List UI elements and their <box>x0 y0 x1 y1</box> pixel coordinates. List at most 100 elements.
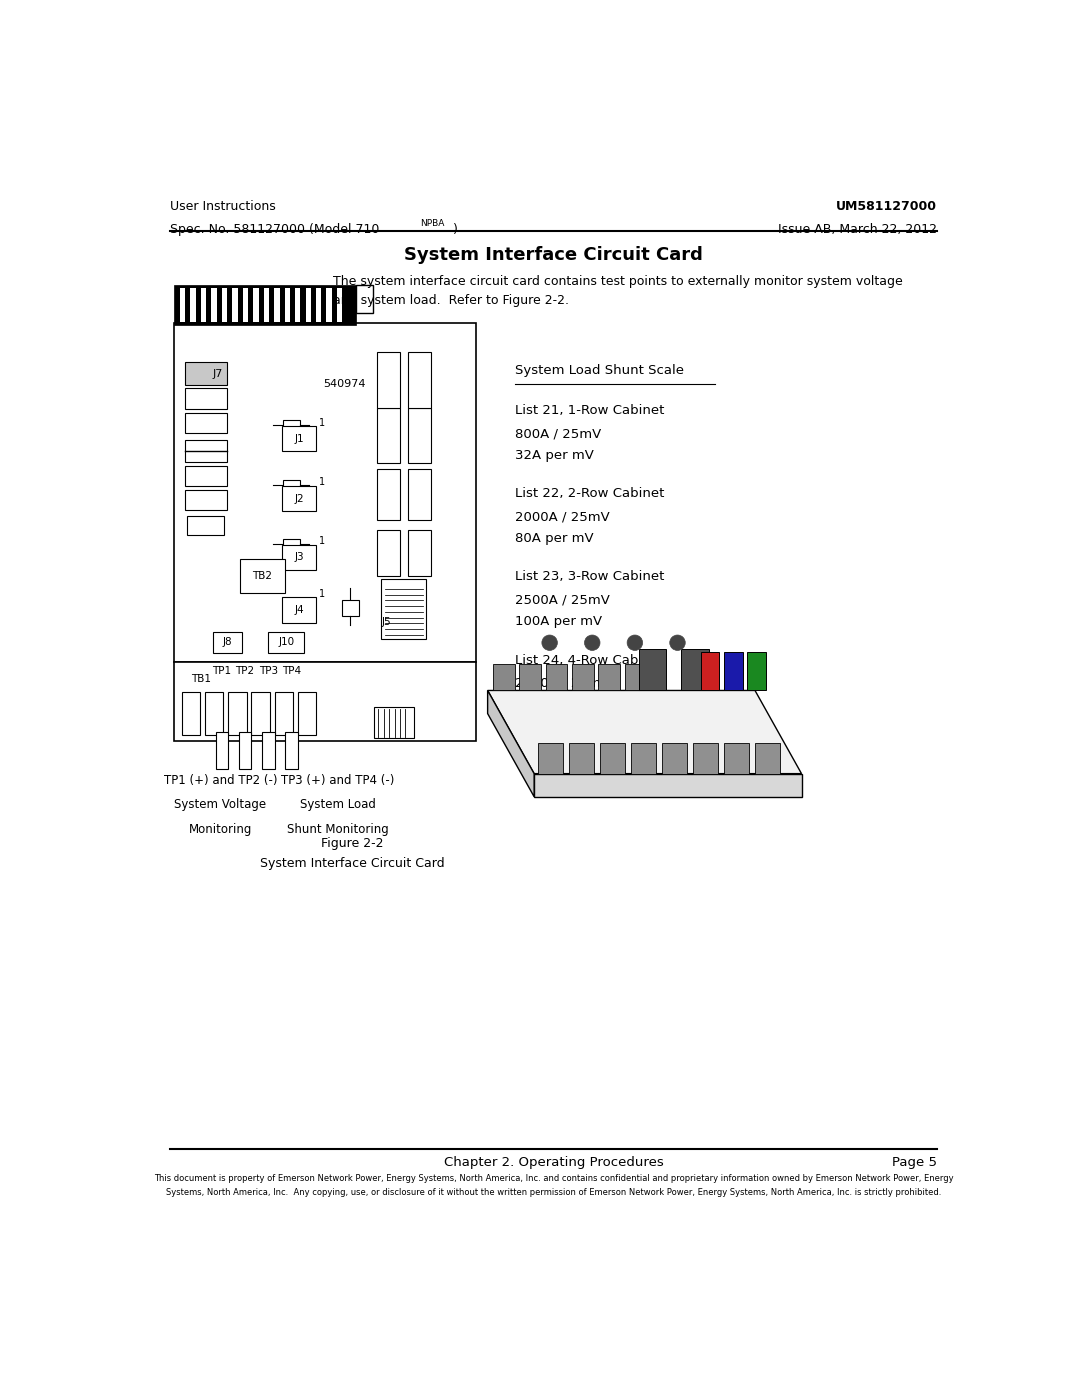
Bar <box>282 486 316 511</box>
Text: and system load.  Refer to Figure 2-2.: and system load. Refer to Figure 2-2. <box>333 293 569 307</box>
Text: TP3 (+) and TP4 (-): TP3 (+) and TP4 (-) <box>282 774 394 787</box>
Bar <box>180 288 186 321</box>
Bar <box>377 408 400 464</box>
Text: 100A per mV: 100A per mV <box>515 698 602 711</box>
Bar <box>174 662 476 742</box>
Circle shape <box>542 636 557 651</box>
Text: System Interface Circuit Card: System Interface Circuit Card <box>404 246 703 264</box>
Bar <box>374 707 414 738</box>
Text: J8: J8 <box>222 637 232 647</box>
Bar <box>185 467 227 486</box>
Text: NPBA: NPBA <box>420 219 445 228</box>
Polygon shape <box>494 665 515 690</box>
Text: TB2: TB2 <box>252 571 272 581</box>
Bar <box>284 288 291 321</box>
Polygon shape <box>488 690 535 796</box>
Bar <box>185 388 227 409</box>
Bar <box>337 288 342 321</box>
Text: TP1: TP1 <box>213 666 231 676</box>
Text: 32A per mV: 32A per mV <box>515 448 594 461</box>
Text: J7: J7 <box>213 369 222 380</box>
Polygon shape <box>681 648 708 690</box>
Bar <box>174 285 356 324</box>
Polygon shape <box>631 743 656 774</box>
Polygon shape <box>545 665 567 690</box>
Polygon shape <box>625 665 647 690</box>
Polygon shape <box>724 652 743 690</box>
Bar <box>185 412 227 433</box>
Text: Chapter 2. Operating Procedures: Chapter 2. Operating Procedures <box>444 1155 663 1168</box>
Text: 80A per mV: 80A per mV <box>515 532 593 545</box>
Polygon shape <box>693 743 718 774</box>
Text: 100A per mV: 100A per mV <box>515 615 602 629</box>
Text: User Instructions: User Instructions <box>170 200 275 212</box>
Circle shape <box>584 636 600 651</box>
Bar <box>377 469 400 520</box>
Text: List 24, 4-Row Cabinet: List 24, 4-Row Cabinet <box>515 654 664 666</box>
Circle shape <box>670 636 685 651</box>
Bar <box>252 692 270 735</box>
Bar <box>174 323 476 662</box>
Text: 2000A / 25mV: 2000A / 25mV <box>515 510 609 524</box>
Text: UM581127000: UM581127000 <box>836 200 937 212</box>
Bar <box>326 288 332 321</box>
Text: J2: J2 <box>295 493 305 504</box>
Circle shape <box>627 636 643 651</box>
Polygon shape <box>488 690 801 774</box>
Bar <box>205 692 224 735</box>
Text: TP2: TP2 <box>235 666 255 676</box>
Text: Monitoring: Monitoring <box>189 823 252 835</box>
Bar <box>213 631 242 652</box>
Bar <box>408 469 431 520</box>
Bar <box>185 362 227 384</box>
Bar <box>264 288 269 321</box>
Text: ): ) <box>453 224 458 236</box>
Bar <box>212 288 217 321</box>
Text: TP1 (+) and TP2 (-): TP1 (+) and TP2 (-) <box>163 774 276 787</box>
Text: 1: 1 <box>320 590 325 599</box>
Bar <box>377 529 400 576</box>
Bar <box>298 692 316 735</box>
Text: 800A / 25mV: 800A / 25mV <box>515 427 600 440</box>
Bar <box>243 288 248 321</box>
Text: Shunt Monitoring: Shunt Monitoring <box>287 823 389 835</box>
Bar <box>185 440 227 462</box>
Bar <box>221 288 227 321</box>
Bar <box>408 352 431 408</box>
Bar <box>240 559 284 592</box>
Text: 2500A / 25mV: 2500A / 25mV <box>515 594 609 606</box>
Polygon shape <box>662 743 687 774</box>
Bar <box>381 578 427 638</box>
Text: J5: J5 <box>381 617 391 627</box>
Text: System Voltage: System Voltage <box>174 798 267 812</box>
Text: List 22, 2-Row Cabinet: List 22, 2-Row Cabinet <box>515 488 664 500</box>
Polygon shape <box>519 665 541 690</box>
Text: List 21, 1-Row Cabinet: List 21, 1-Row Cabinet <box>515 404 664 418</box>
Bar <box>274 692 293 735</box>
Polygon shape <box>755 743 780 774</box>
Bar <box>232 288 238 321</box>
Bar <box>268 631 303 652</box>
Bar <box>216 732 228 768</box>
Bar <box>201 288 206 321</box>
Bar <box>274 288 280 321</box>
Bar <box>253 288 258 321</box>
Bar <box>185 490 227 510</box>
Bar <box>356 285 373 313</box>
Polygon shape <box>724 743 748 774</box>
Bar <box>342 601 359 616</box>
Text: 2500A / 25mV: 2500A / 25mV <box>515 676 609 690</box>
Bar <box>181 692 200 735</box>
Bar <box>408 529 431 576</box>
Bar <box>228 692 246 735</box>
Polygon shape <box>701 652 719 690</box>
Bar <box>282 426 316 451</box>
Text: 1: 1 <box>320 418 325 429</box>
Text: List 23, 3-Row Cabinet: List 23, 3-Row Cabinet <box>515 570 664 584</box>
Bar <box>408 408 431 464</box>
Bar <box>377 352 400 408</box>
Text: Figure 2-2: Figure 2-2 <box>321 837 383 849</box>
Polygon shape <box>535 774 801 796</box>
Bar <box>282 545 316 570</box>
Bar <box>283 481 300 490</box>
